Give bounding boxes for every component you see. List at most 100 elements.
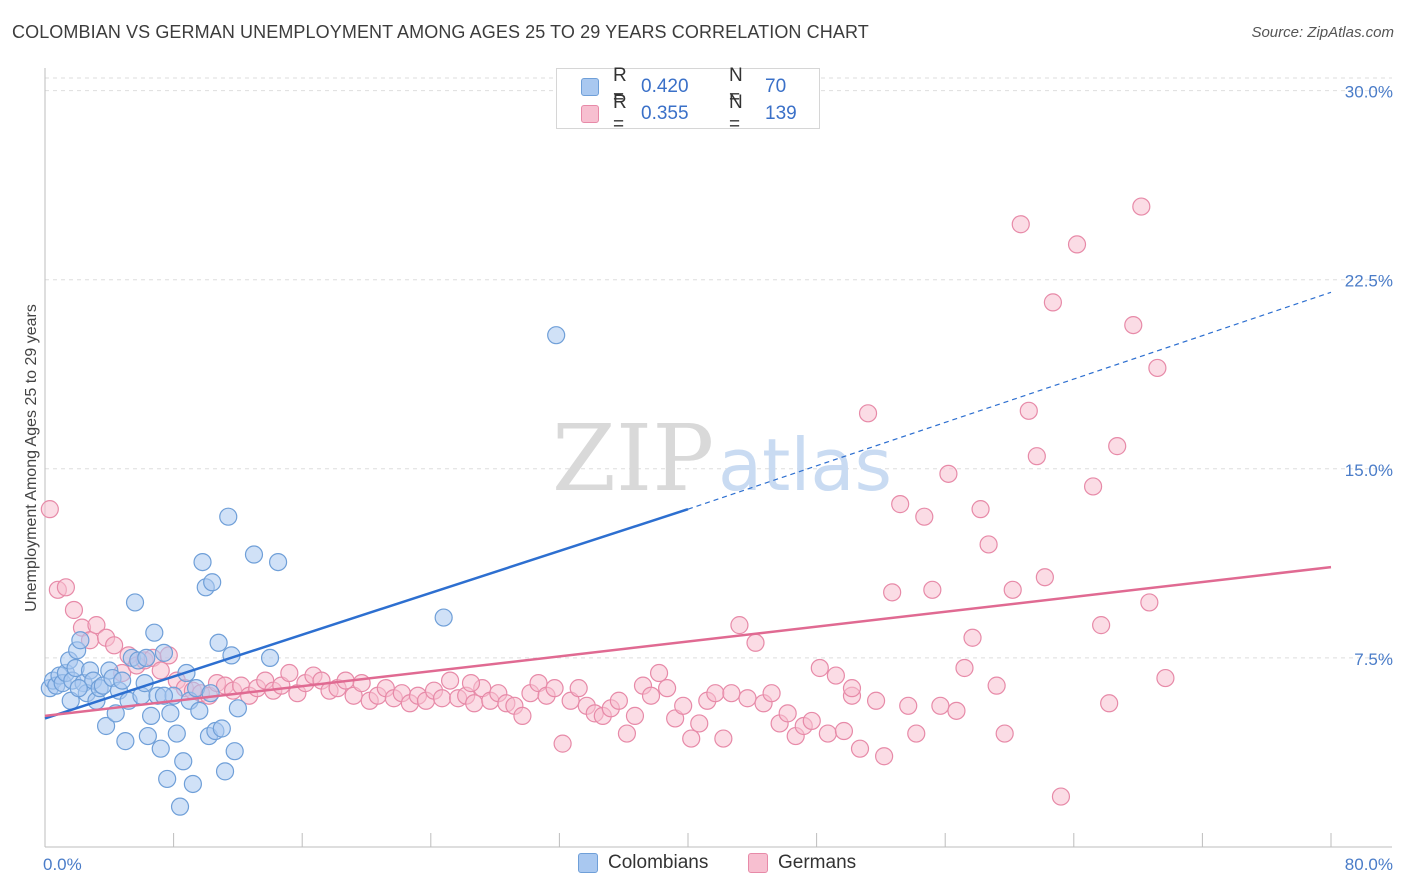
data-point (1027, 447, 1046, 466)
data-point (280, 663, 299, 683)
trend-line-colombians-extension (687, 291, 1332, 510)
data-point (850, 739, 870, 758)
grid-lines (45, 77, 1392, 659)
data-point (609, 691, 628, 710)
data-point (569, 679, 588, 698)
data-point (225, 742, 244, 761)
y-tick-label: 30.0% (1345, 83, 1393, 102)
data-point (69, 679, 88, 698)
data-point (682, 729, 701, 748)
data-point (1083, 477, 1103, 496)
data-point (244, 545, 264, 564)
data-point (145, 623, 164, 642)
data-point (826, 666, 845, 685)
data-point (690, 714, 709, 733)
legend-item-colombians[interactable]: Colombians (578, 852, 708, 874)
data-point (174, 752, 193, 771)
data-point (1051, 787, 1071, 806)
data-point (810, 658, 829, 678)
legend-label-colombians: Colombians (608, 852, 709, 873)
correlation-legend: R = 0.420 N = 70 R = 0.355 N = 139 (556, 65, 820, 135)
data-point (154, 643, 174, 662)
legend-n-label: N = (729, 92, 743, 135)
y-axis-label: Unemployment Among Ages 25 to 29 years (23, 304, 40, 612)
data-point (193, 552, 212, 572)
data-point (158, 769, 177, 789)
data-point (907, 724, 926, 743)
data-point (818, 724, 837, 743)
data-point (746, 633, 765, 652)
data-point (161, 704, 180, 723)
data-point (116, 732, 135, 751)
data-point (979, 535, 998, 554)
data-point (834, 721, 854, 741)
data-point (866, 691, 886, 710)
data-point (858, 404, 878, 423)
legend-swatch-germans (748, 853, 768, 873)
data-point (842, 679, 862, 698)
data-point (1092, 616, 1111, 635)
data-point (1100, 694, 1119, 713)
data-point (151, 661, 170, 680)
data-point (963, 628, 982, 647)
data-point (722, 684, 741, 703)
data-point (260, 648, 280, 668)
data-point (219, 507, 238, 526)
data-point (987, 676, 1006, 695)
watermark-atlas: atlas (718, 423, 892, 507)
data-point (778, 704, 797, 723)
series-germans (40, 197, 1175, 806)
data-point (434, 608, 453, 627)
trend-line-germans (44, 565, 1332, 718)
data-point (1124, 315, 1143, 335)
tick-labels: 7.5% 15.0% 22.5% 30.0% 0.0% 80.0% (43, 83, 1393, 874)
legend-swatch-germans (581, 105, 599, 123)
legend-r-value: 0.420 (641, 76, 689, 97)
y-tick-label: 15.0% (1345, 461, 1393, 480)
x-tick-label: 80.0% (1345, 855, 1393, 874)
data-point (1108, 437, 1127, 456)
legend-swatch-colombians (578, 853, 598, 873)
data-point (1067, 235, 1087, 254)
legend-r-value: 0.355 (641, 103, 689, 124)
data-point (201, 684, 220, 703)
data-point (228, 699, 247, 718)
data-point (1132, 197, 1151, 216)
legend-n-label: N = (729, 65, 743, 108)
data-point (625, 706, 645, 725)
data-point (547, 326, 566, 345)
data-point (899, 696, 918, 715)
watermark: ZIP atlas (552, 405, 892, 512)
legend-r-label: R = (613, 65, 627, 108)
trend-line-colombians (44, 507, 689, 720)
legend-item-germans[interactable]: Germans (748, 852, 856, 874)
y-tick-label: 7.5% (1354, 650, 1393, 669)
data-point (762, 684, 781, 703)
data-point (151, 739, 170, 758)
data-point (432, 689, 452, 708)
data-point (352, 674, 371, 693)
legend-row-colombians: R = 0.420 N = 70 (581, 65, 786, 108)
legend-label-germans: Germans (778, 852, 857, 873)
y-tick-label: 22.5% (1345, 272, 1393, 291)
data-point (971, 500, 990, 519)
data-point (137, 648, 156, 668)
data-point (738, 689, 757, 708)
data-point (141, 706, 161, 725)
data-point (64, 600, 84, 620)
data-point (674, 696, 693, 715)
data-point (212, 719, 231, 738)
data-point (939, 464, 958, 483)
data-point (190, 701, 209, 720)
data-point (268, 552, 288, 572)
data-point (875, 747, 894, 766)
data-point (955, 658, 974, 678)
trend-lines (44, 291, 1332, 720)
data-point (883, 583, 902, 602)
legend-n-value: 139 (765, 103, 797, 124)
data-point (461, 674, 481, 693)
data-point (170, 797, 190, 816)
data-point (125, 593, 145, 612)
data-point (440, 671, 460, 690)
data-point (40, 500, 59, 519)
